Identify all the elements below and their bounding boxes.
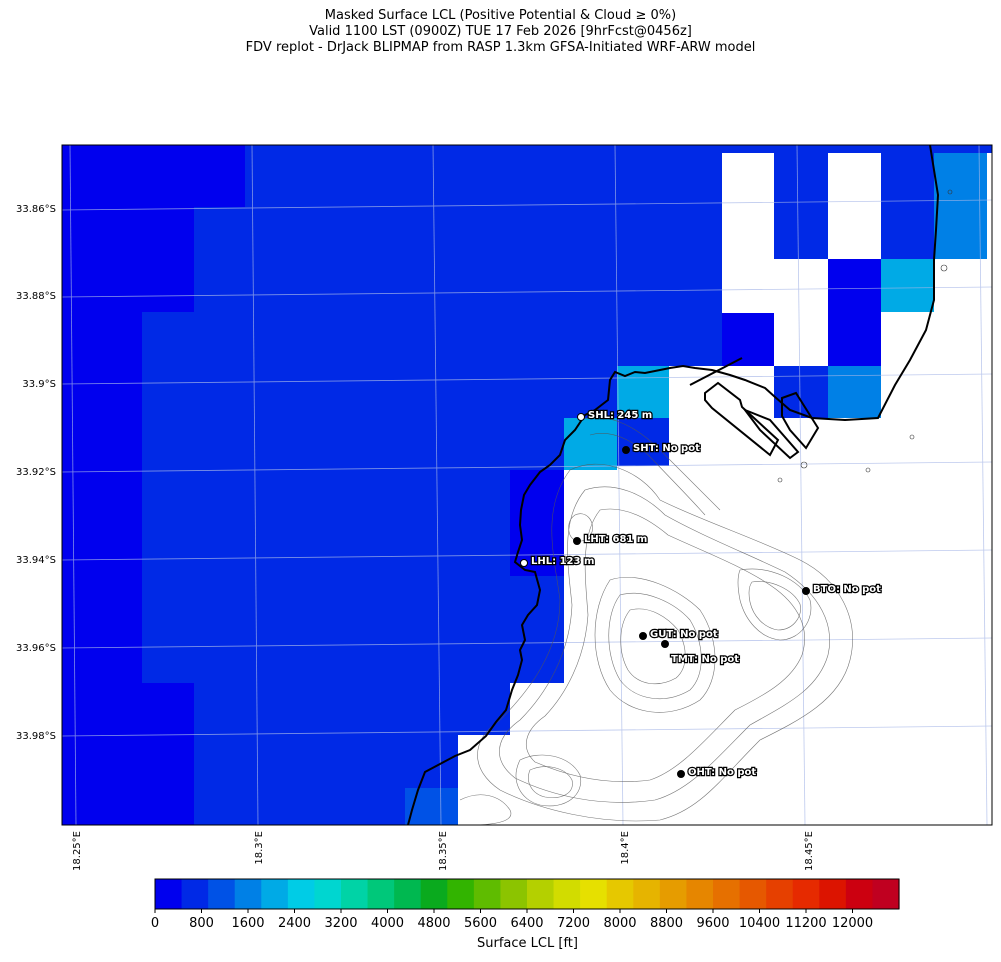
lcl-cells-land <box>405 145 987 825</box>
plot-frame <box>61 144 993 826</box>
lat-label: 33.92°S <box>16 467 56 478</box>
colorbar-tick-label: 3200 <box>324 916 357 931</box>
colorbar-swatch <box>872 879 900 909</box>
lon-labels: 18.25°E 18.3°E 18.35°E 18.4°E 18.45°E <box>72 831 815 871</box>
colorbar-swatch <box>792 879 820 909</box>
colorbar-swatch <box>181 879 209 909</box>
station-label-bto: BTO: No pot <box>813 584 881 595</box>
colorbar-tick-label: 6400 <box>510 916 543 931</box>
colorbar-tick-label: 8000 <box>603 916 636 931</box>
colorbar-tick-label: 10400 <box>739 916 780 931</box>
lon-label: 18.25°E <box>72 831 83 871</box>
station-marker-oht <box>677 770 685 778</box>
station-marker-gut <box>639 632 647 640</box>
colorbar-swatch <box>234 879 262 909</box>
station-marker-shl <box>577 413 585 421</box>
colorbar-swatch <box>686 879 714 909</box>
colorbar-tick-label: 2400 <box>278 916 311 931</box>
colorbar-swatch <box>261 879 289 909</box>
coastline <box>407 145 940 825</box>
colorbar-swatch <box>713 879 741 909</box>
colorbar-swatch <box>473 879 502 909</box>
title-line-2: Valid 1100 LST (0900Z) TUE 17 Feb 2026 [… <box>309 24 692 39</box>
colorbar-swatch <box>739 879 767 909</box>
colorbar-swatch <box>314 879 342 909</box>
lat-label: 33.88°S <box>16 291 56 302</box>
map-plot-area <box>62 145 992 825</box>
station-label-gut: GUT: No pot <box>650 629 718 640</box>
colorbar-tick-label: 7200 <box>557 916 590 931</box>
colorbar-swatch <box>155 879 183 909</box>
colorbar-tick-label: 800 <box>189 916 214 931</box>
lon-label: 18.3°E <box>254 831 265 865</box>
lon-label: 18.35°E <box>438 831 449 871</box>
colorbar-tick-label: 4000 <box>371 916 404 931</box>
colorbar-swatch <box>606 879 634 909</box>
colorbar: 0 800 1600 2400 3200 4000 4800 5600 6400 7200 8000… <box>151 878 900 931</box>
colorbar-swatch <box>208 879 236 909</box>
lat-label: 33.98°S <box>16 731 56 742</box>
station-label-lhl: LHL: 123 m <box>531 556 594 567</box>
colorbar-swatch <box>367 879 395 909</box>
lcl-cells-low <box>62 145 564 825</box>
station-marker-bto <box>802 587 810 595</box>
colorbar-swatch <box>287 879 316 909</box>
colorbar-swatch <box>766 879 794 909</box>
colorbar-swatch <box>819 879 847 909</box>
colorbar-tick-label: 4800 <box>417 916 450 931</box>
colorbar-swatch <box>341 879 369 909</box>
station-marker-tmt <box>661 640 669 648</box>
station-label-sht: SHT: No pot <box>633 443 700 454</box>
colorbar-swatch <box>447 879 475 909</box>
colorbar-swatch <box>845 879 874 909</box>
lat-label: 33.9°S <box>22 379 56 390</box>
colorbar-swatch <box>420 879 448 909</box>
colorbar-swatch <box>553 879 581 909</box>
harbour <box>689 357 820 460</box>
chart-title: Masked Surface LCL (Positive Potential &… <box>0 8 1001 56</box>
station-label-oht: OHT: No pot <box>688 767 756 778</box>
title-line-1: Masked Surface LCL (Positive Potential &… <box>324 8 677 23</box>
lon-label: 18.45°E <box>804 831 815 871</box>
terrain-contours <box>459 417 853 825</box>
lat-label: 33.94°S <box>16 555 56 566</box>
colorbar-tick-label: 1600 <box>231 916 264 931</box>
colorbar-tick-label: 8800 <box>650 916 683 931</box>
station-marker-lhl <box>520 559 528 567</box>
colorbar-swatch <box>394 879 422 909</box>
stations: SHL: 245 m SHT: No pot LHT: 681 m LHL: 123 … <box>520 409 882 779</box>
lon-label: 18.4°E <box>620 831 631 865</box>
islets <box>777 189 953 483</box>
lat-labels: 33.86°S 33.88°S 33.9°S 33.92°S 33.94°S 3… <box>16 204 56 742</box>
colorbar-swatch <box>580 879 608 909</box>
lat-label: 33.86°S <box>16 204 56 215</box>
colorbar-tick-label: 9600 <box>696 916 729 931</box>
colorbar-tick-label: 11200 <box>785 916 826 931</box>
graticule <box>62 145 992 825</box>
station-label-lht: LHT: 681 m <box>584 534 647 545</box>
colorbar-tick-label: 0 <box>151 916 159 931</box>
colorbar-swatch <box>500 879 528 909</box>
colorbar-label: Surface LCL [ft] <box>477 936 578 951</box>
station-marker-sht <box>622 446 630 454</box>
colorbar-swatch <box>527 879 555 909</box>
title-line-3: FDV replot - DrJack BLIPMAP from RASP 1.… <box>245 40 756 55</box>
colorbar-tick-label: 12000 <box>832 916 873 931</box>
colorbar-tick-label: 5600 <box>464 916 497 931</box>
station-label-shl: SHL: 245 m <box>588 410 652 421</box>
station-marker-lht <box>573 537 581 545</box>
colorbar-swatch <box>633 879 661 909</box>
station-label-tmt: TMT: No pot <box>671 654 739 665</box>
lat-label: 33.96°S <box>16 643 56 654</box>
colorbar-swatch <box>659 879 688 909</box>
